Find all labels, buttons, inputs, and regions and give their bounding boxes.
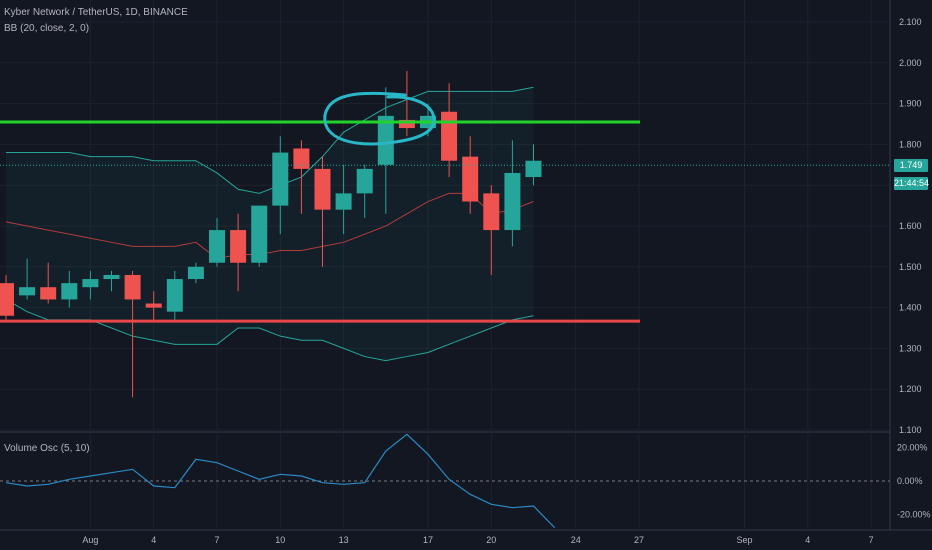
candle-body (483, 193, 500, 231)
candle (335, 164, 352, 235)
candle (230, 213, 247, 292)
candle (124, 270, 141, 398)
price-tick-label: 1.600 (899, 221, 922, 231)
grid (0, 0, 932, 531)
candle-body (82, 279, 99, 288)
candle-body (272, 152, 289, 206)
annotation-circle (323, 91, 436, 146)
price-tick-label: 1.200 (899, 384, 922, 394)
time-tick-label: 7 (869, 535, 874, 545)
candle (19, 258, 36, 300)
candle (483, 185, 500, 275)
volume-osc-pane: 20.00% 0.00% -20.00% (0, 433, 931, 529)
time-tick-label: 20 (486, 535, 496, 545)
time-tick-label: 13 (339, 535, 349, 545)
candle (145, 291, 162, 320)
osc-tick-label: 20.00% (897, 443, 928, 453)
candle (82, 270, 99, 300)
candle-body (166, 279, 183, 312)
candle (462, 136, 479, 214)
candle (40, 262, 57, 304)
candle (377, 87, 394, 214)
last-price-tag: 1.749 (894, 159, 928, 172)
candle (0, 274, 14, 320)
candle (441, 83, 458, 178)
candle-body (209, 230, 225, 263)
candle (314, 156, 331, 267)
candle-body (40, 287, 57, 300)
candle-body (124, 274, 141, 300)
price-tick-label: 2.100 (899, 17, 922, 27)
time-tick-label: 24 (571, 535, 581, 545)
time-tick-label: 27 (634, 535, 644, 545)
price-tick-label: 1.900 (899, 99, 922, 109)
candle-body (441, 111, 458, 161)
symbol-legend: Kyber Network / TetherUS, 1D, BINANCE (4, 7, 188, 18)
candle (398, 70, 415, 137)
time-tick-label: Aug (82, 535, 98, 545)
candle-body (314, 168, 331, 210)
time-tick-label: 4 (151, 535, 156, 545)
candle-body (462, 156, 479, 202)
osc-tick-label: 0.00% (897, 476, 923, 486)
candle (166, 270, 183, 320)
time-tick-label: Sep (736, 535, 752, 545)
candle-body (293, 148, 310, 169)
candle (209, 217, 225, 267)
price-tick-label: 2.000 (899, 58, 922, 68)
candle (187, 262, 204, 284)
time-tick-label: 4 (805, 535, 810, 545)
price-tick-label: 1.100 (899, 425, 922, 435)
candle-body (187, 266, 204, 280)
osc-tick-label: -20.00% (897, 509, 931, 519)
candle (504, 140, 521, 247)
candle-body (504, 172, 521, 231)
candle-body (356, 168, 373, 194)
horizontal-lines (0, 120, 890, 323)
time-tick-label: 10 (275, 535, 285, 545)
candlestick-series (0, 70, 542, 398)
candle-body (61, 283, 78, 300)
price-axis: 2.1002.0001.9001.8001.7001.6001.5001.400… (899, 17, 922, 435)
volume-osc-legend: Volume Osc (5, 10) (4, 443, 90, 454)
candle-body (398, 119, 415, 129)
candle (356, 164, 373, 218)
bb-basis-line (5, 192, 534, 260)
candle-body (145, 303, 162, 308)
volume-osc-line (5, 433, 556, 529)
price-tick-label: 1.400 (899, 303, 922, 313)
candle-body (525, 160, 542, 178)
price-tick-label: 1.500 (899, 262, 922, 272)
candle (272, 136, 289, 235)
price-tick-label: 1.800 (899, 139, 922, 149)
candle-body (0, 283, 14, 316)
price-tick-label: 1.300 (899, 343, 922, 353)
candle (103, 270, 120, 292)
countdown-tag: 21:44:54 (894, 177, 930, 190)
candle-body (19, 287, 36, 296)
annotation-drawing (323, 91, 436, 146)
candle-body (377, 115, 394, 165)
time-axis: Aug 4 7 10 13 17 20 24 27 Sep 4 7 (82, 535, 873, 545)
time-tick-label: 7 (214, 535, 219, 545)
candle-body (230, 230, 247, 263)
candle (61, 270, 78, 308)
candle-body (103, 274, 120, 280)
candle (293, 140, 310, 214)
time-tick-label: 17 (423, 535, 433, 545)
bb-upper-line (6, 86, 534, 194)
indicator-legend: BB (20, close, 2, 0) (4, 23, 90, 34)
candle (251, 205, 268, 267)
candle-body (335, 193, 352, 210)
candle-body (251, 205, 268, 263)
